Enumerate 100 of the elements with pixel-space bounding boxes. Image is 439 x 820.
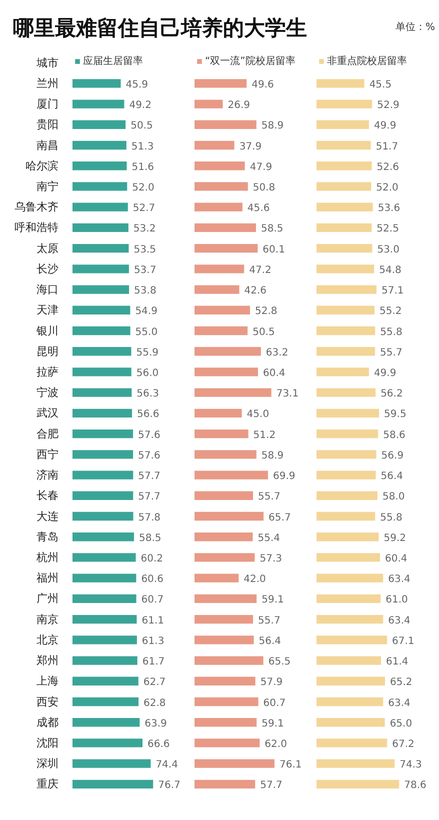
bar [72, 202, 128, 212]
bar [72, 306, 130, 314]
data-label: 49.6 [252, 79, 274, 90]
y-tick-label: 南昌 [36, 138, 58, 152]
data-label: 78.6 [404, 780, 426, 792]
bar [316, 140, 371, 150]
data-label: 50.8 [252, 182, 276, 194]
data-label: 62.0 [264, 738, 287, 750]
data-label: 61.7 [142, 656, 165, 668]
data-label: 56.3 [136, 388, 159, 400]
data-label: 57.7 [138, 471, 160, 482]
y-tick-label: 广州 [36, 592, 58, 606]
bar [194, 656, 264, 665]
data-label: 55.4 [258, 532, 280, 544]
bar [194, 347, 261, 356]
data-label: 55.0 [135, 326, 158, 338]
data-label: 65.2 [390, 677, 412, 688]
y-tick-label: 长春 [36, 489, 58, 502]
y-tick-label: 沈阳 [36, 736, 58, 750]
data-label: 47.2 [249, 264, 272, 276]
bar [194, 223, 256, 232]
y-tick-label: 大连 [36, 510, 58, 523]
bar [194, 306, 250, 314]
bar [194, 285, 240, 294]
data-label: 47.9 [250, 162, 272, 173]
bar [316, 614, 384, 624]
data-label: 57.1 [382, 286, 404, 297]
y-tick-label: 青岛 [36, 530, 58, 544]
data-label: 56.6 [136, 409, 160, 420]
bar [72, 388, 132, 397]
bar [316, 429, 378, 438]
bar [194, 450, 256, 459]
bar [72, 408, 132, 418]
data-label: 73.1 [276, 388, 299, 400]
bar [72, 100, 124, 108]
bar [316, 594, 381, 604]
bar [194, 368, 258, 376]
data-label: 55.8 [380, 326, 402, 338]
data-label: 45.6 [247, 203, 270, 214]
data-label: 49.2 [129, 100, 152, 112]
data-label: 53.6 [378, 203, 400, 214]
bar [316, 636, 388, 644]
y-tick-label: 南京 [36, 612, 58, 626]
bar [72, 718, 140, 727]
bar [194, 100, 223, 108]
bar [316, 553, 380, 562]
data-label: 53.0 [377, 244, 400, 256]
y-tick-label: 乌鲁木齐 [14, 200, 58, 214]
y-tick-label: 郑州 [36, 654, 58, 668]
data-label: 49.9 [374, 368, 396, 379]
bar [72, 759, 151, 768]
data-label: 58.5 [138, 532, 162, 544]
bar [72, 738, 142, 748]
data-label: 51.2 [253, 430, 276, 441]
bar [72, 264, 129, 274]
data-label: 60.1 [262, 244, 285, 256]
bar [316, 408, 380, 418]
legend-label: 非重点院校居留率 [327, 54, 407, 68]
data-label: 65.0 [390, 718, 412, 730]
data-label: 76.7 [158, 780, 180, 792]
data-label: 58.9 [261, 450, 284, 462]
data-label: 55.7 [258, 615, 280, 626]
data-label: 61.4 [386, 656, 408, 668]
bar [72, 574, 136, 582]
bar [72, 780, 154, 789]
data-label: 57.8 [138, 512, 161, 524]
bar [72, 162, 127, 170]
bar [316, 697, 384, 706]
bar [72, 347, 132, 356]
bar [72, 470, 134, 480]
data-label: 52.6 [376, 162, 400, 173]
y-tick-label: 上海 [36, 674, 58, 688]
data-label: 26.9 [228, 100, 250, 112]
y-tick-label: 武汉 [36, 406, 58, 420]
data-label: 54.8 [379, 264, 402, 276]
data-label: 58.0 [382, 492, 405, 503]
bar [72, 79, 121, 88]
y-tick-label: 合肥 [36, 427, 58, 440]
bar [72, 244, 129, 253]
y-tick-label: 西安 [36, 695, 58, 708]
bar [194, 614, 254, 624]
bar [316, 264, 374, 274]
bar [194, 79, 247, 88]
data-label: 65.5 [268, 656, 291, 668]
data-label: 62.8 [144, 698, 166, 709]
data-label: 58.5 [260, 224, 284, 235]
bar [316, 759, 395, 768]
bar [194, 718, 257, 727]
data-label: 52.9 [377, 100, 400, 112]
data-label: 59.1 [262, 718, 284, 730]
bar [72, 636, 137, 644]
data-label: 53.2 [133, 224, 156, 235]
bar [72, 594, 136, 604]
bar [72, 368, 132, 376]
data-label: 51.3 [131, 141, 154, 152]
bar [72, 140, 126, 150]
bar [316, 223, 372, 232]
y-tick-label: 银川 [36, 324, 58, 338]
bar [316, 656, 382, 665]
y-tick-label: 厦门 [36, 98, 58, 111]
